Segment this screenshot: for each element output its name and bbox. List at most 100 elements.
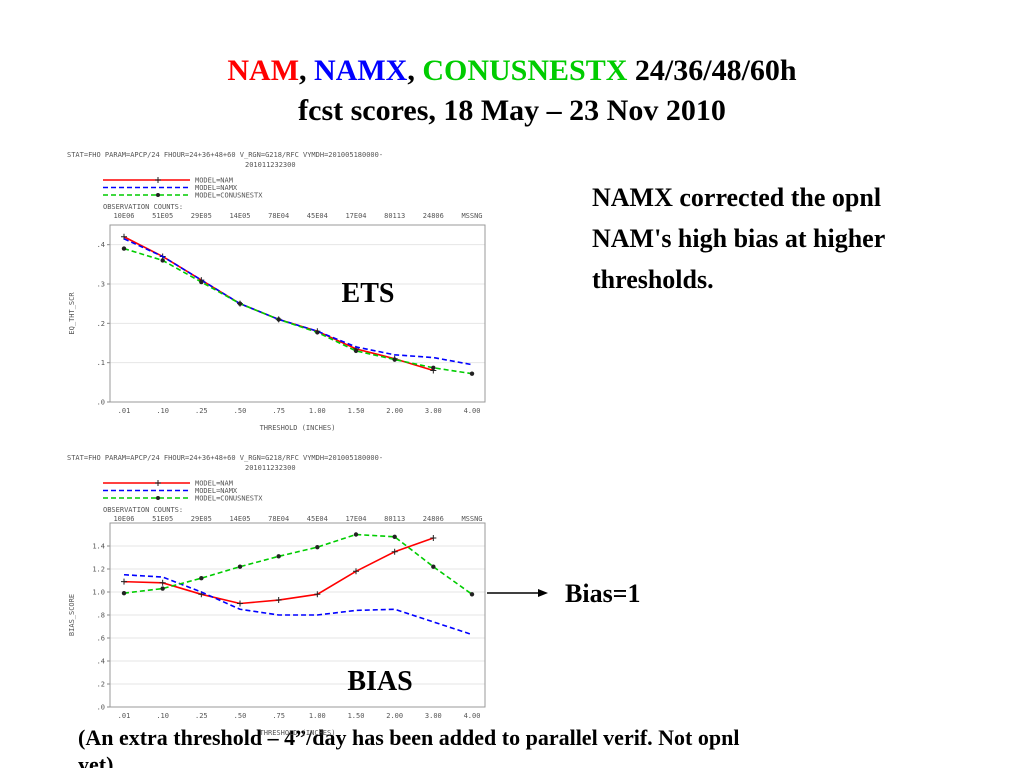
obs-count: 80113 <box>384 515 405 523</box>
legend-marker <box>155 480 161 486</box>
legend-label: MODEL=CONUSNESTX <box>195 192 263 200</box>
obs-label: OBSERVATION COUNTS: <box>103 203 183 211</box>
x-tick-label: 1.00 <box>309 712 326 720</box>
chart-header: STAT=FHO PARAM=APCP/24 FHOUR=24+36+48+60… <box>67 454 383 462</box>
y-tick-label: 1.2 <box>92 566 105 574</box>
series-line <box>123 238 473 366</box>
chart-header: 201011232300 <box>245 464 296 472</box>
legend-marker <box>156 193 160 197</box>
point-marker <box>315 330 320 335</box>
legend-marker <box>156 496 160 500</box>
obs-label: OBSERVATION COUNTS: <box>103 506 183 514</box>
point-marker <box>314 591 321 598</box>
point-marker <box>237 301 243 306</box>
note-line: thresholds. <box>592 265 714 294</box>
x-tick-label: .10 <box>156 712 169 720</box>
point-marker <box>431 365 436 370</box>
y-axis-label: BIAS_SCORE <box>68 594 76 636</box>
point-marker <box>276 554 281 559</box>
point-marker <box>431 564 436 569</box>
series-line <box>123 533 473 595</box>
footer-line: (An extra threshold – 4”/day has been ad… <box>78 725 739 750</box>
obs-count: MSSNG <box>461 515 482 523</box>
x-tick-label: .25 <box>195 407 208 415</box>
point-marker <box>469 371 475 376</box>
obs-count: 45E04 <box>307 515 328 523</box>
x-tick-label: 3.00 <box>425 407 442 415</box>
x-tick-label: 1.00 <box>309 407 326 415</box>
legend-marker <box>155 177 161 183</box>
obs-count: 17E04 <box>345 212 366 220</box>
plot-frame <box>109 224 486 403</box>
point-marker <box>159 579 166 586</box>
y-tick-label: .0 <box>97 399 105 407</box>
title-part: , <box>299 54 307 87</box>
point-marker <box>160 258 165 263</box>
x-tick-label: .25 <box>195 712 208 720</box>
x-tick-label: .75 <box>272 407 285 415</box>
y-tick-label: .4 <box>97 658 105 666</box>
y-tick-label: .1 <box>97 359 105 367</box>
y-tick-label: .8 <box>97 612 105 620</box>
point-marker <box>275 597 282 604</box>
x-tick-label: 1.50 <box>348 407 365 415</box>
note-line: NAMX corrected the opnl <box>592 183 881 212</box>
point-marker <box>430 534 437 541</box>
note-line: NAM's high bias at higher <box>592 224 885 253</box>
x-tick-label: .01 <box>118 407 131 415</box>
title-part: NAMX <box>314 54 408 87</box>
y-tick-label: .2 <box>97 320 105 328</box>
title: NAM, NAMX, CONUSNESTX 24/36/48/60h <box>227 54 797 87</box>
x-axis-label: THRESHOLD (INCHES) <box>260 729 336 737</box>
obs-count: 14E05 <box>229 212 250 220</box>
obs-count: 24806 <box>423 212 444 220</box>
point-marker <box>121 246 127 251</box>
point-marker <box>315 544 320 550</box>
obs-count: 10E06 <box>113 515 134 523</box>
series-line <box>123 247 473 375</box>
x-tick-label: 4.00 <box>464 407 481 415</box>
y-axis-label: EQ_THT_SCR <box>68 292 76 335</box>
chart-annotation: ETS <box>342 278 395 309</box>
point-marker <box>276 317 281 322</box>
obs-count: 17E04 <box>345 515 366 523</box>
x-tick-label: .01 <box>118 712 131 720</box>
title-part: NAM <box>227 54 299 87</box>
point-marker <box>237 600 243 607</box>
y-tick-label: 1.0 <box>92 589 105 597</box>
chart-header: STAT=FHO PARAM=APCP/24 FHOUR=24+36+48+60… <box>67 151 383 159</box>
y-tick-label: .2 <box>97 681 105 689</box>
point-marker <box>121 590 127 596</box>
x-tick-label: 2.00 <box>386 407 403 415</box>
x-tick-label: 3.00 <box>425 712 442 720</box>
obs-count: 45E04 <box>307 212 328 220</box>
point-marker <box>199 576 204 581</box>
legend-label: MODEL=NAM <box>195 480 233 488</box>
x-tick-label: 2.00 <box>386 712 403 720</box>
obs-count: 51E05 <box>152 212 173 220</box>
obs-count: 14E05 <box>229 515 250 523</box>
point-marker <box>392 534 397 539</box>
y-tick-label: 1.4 <box>92 543 105 551</box>
x-tick-label: 4.00 <box>464 712 481 720</box>
point-marker <box>353 348 359 354</box>
point-marker <box>353 532 359 537</box>
point-marker <box>160 586 165 591</box>
point-marker <box>469 592 475 597</box>
obs-count: 24806 <box>423 515 444 523</box>
obs-count: 80113 <box>384 212 405 220</box>
point-marker <box>392 357 397 362</box>
point-marker <box>353 568 359 575</box>
bias-note: Bias=1 <box>565 579 641 608</box>
x-tick-label: .10 <box>156 407 169 415</box>
obs-count: 78E04 <box>268 212 289 220</box>
legend-label: MODEL=NAM <box>195 177 233 185</box>
arrow-head <box>538 589 548 597</box>
title-part: 24/36/48/60h <box>635 54 797 87</box>
plot-frame <box>109 522 486 708</box>
obs-count: MSSNG <box>461 212 482 220</box>
x-tick-label: .50 <box>234 407 247 415</box>
obs-count: 29E05 <box>191 515 212 523</box>
series-line <box>123 573 473 636</box>
